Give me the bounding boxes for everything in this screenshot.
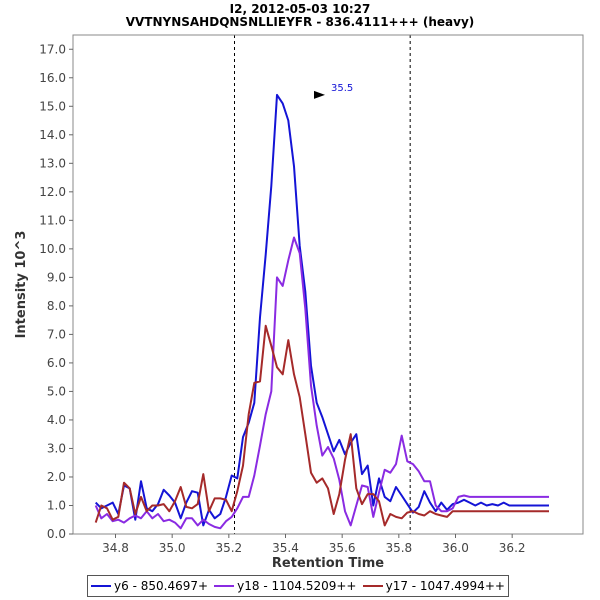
legend-swatch-y6	[91, 585, 112, 587]
peak-label: 35.5	[331, 83, 353, 94]
x-tick-label-6: 36.0	[442, 541, 469, 555]
y-tick-label-12: 12.0	[39, 185, 66, 199]
y-tick-label-10: 10.0	[39, 242, 66, 256]
legend-label-y6: y6 - 850.4697+	[114, 579, 209, 593]
y-tick-label-2: 2.0	[47, 470, 66, 484]
plot-area	[73, 35, 583, 534]
legend-item-y18: y18 - 1104.5209++	[214, 579, 357, 593]
y-tick-label-6: 6.0	[47, 356, 66, 370]
x-tick-label-1: 35.0	[159, 541, 186, 555]
y-tick-label-13: 13.0	[39, 156, 66, 170]
y-tick-label-17: 17.0	[39, 42, 66, 56]
y-tick-label-16: 16.0	[39, 71, 66, 85]
y-tick-label-14: 14.0	[39, 128, 66, 142]
peak-annotation: 35.5	[314, 83, 353, 99]
y-tick-label-15: 15.0	[39, 99, 66, 113]
legend-label-y18: y18 - 1104.5209++	[237, 579, 357, 593]
legend-item-y6: y6 - 850.4697+	[91, 579, 208, 593]
series-layer	[94, 93, 549, 530]
y-tick-label-8: 8.0	[47, 299, 66, 313]
axes: 34.8 35.0 35.2 35.4 35.6 35.8 36.0 36.2 0.0 1.0 2.…	[39, 34, 584, 555]
legend: y6 - 850.4697+ y18 - 1104.5209++ y17 - 1…	[87, 575, 509, 597]
y-axis-label: Intensity 10^3	[14, 231, 29, 339]
x-tick-label-5: 35.8	[385, 541, 412, 555]
x-tick-label-2: 35.2	[215, 541, 242, 555]
chart-title: I2, 2012-05-03 10:27	[230, 2, 371, 16]
legend-swatch-y18	[214, 585, 235, 587]
peak-marker-arrow	[314, 90, 325, 99]
x-tick-label-4: 35.6	[329, 541, 356, 555]
legend-item-y17: y17 - 1047.4994++	[362, 579, 505, 593]
x-tick-label-3: 35.4	[272, 541, 299, 555]
x-tick-label-7: 36.2	[499, 541, 526, 555]
peak-boundaries	[234, 35, 411, 534]
y-tick-label-5: 5.0	[47, 384, 66, 398]
plot-frame	[72, 34, 584, 535]
x-tick-label-0: 34.8	[102, 541, 129, 555]
y-tick-label-1: 1.0	[47, 498, 66, 512]
y-tick-label-9: 9.0	[47, 270, 66, 284]
legend-label-y17: y17 - 1047.4994++	[385, 579, 505, 593]
legend-swatch-y17	[362, 585, 383, 587]
series-line-0	[94, 93, 549, 527]
y-tick-label-7: 7.0	[47, 327, 66, 341]
series-line-2	[94, 324, 549, 527]
y-tick-label-4: 4.0	[47, 413, 66, 427]
series-line-1	[94, 236, 549, 530]
y-tick-label-3: 3.0	[47, 441, 66, 455]
x-axis-label: Retention Time	[272, 556, 384, 571]
y-tick-label-11: 11.0	[39, 213, 66, 227]
y-tick-label-0: 0.0	[47, 527, 66, 541]
chart-subtitle: VVTNYNSAHDQNSNLLIEYFR - 836.4111+++ (hea…	[126, 15, 475, 29]
